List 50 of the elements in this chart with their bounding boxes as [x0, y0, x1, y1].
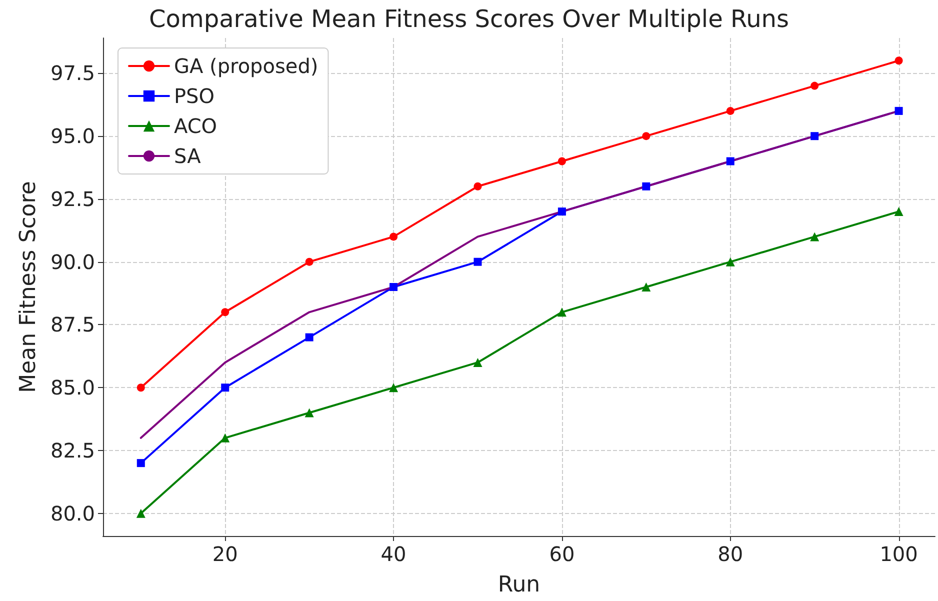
x-tick-label: 100: [880, 542, 918, 566]
y-axis-title: Mean Fitness Score: [16, 181, 42, 393]
point: [558, 208, 566, 216]
point: [473, 358, 482, 367]
point: [136, 384, 145, 392]
x-tick-label: 80: [718, 542, 744, 566]
point: [557, 308, 566, 317]
y-tick-label: 90.0: [50, 250, 95, 274]
y-tick-label: 97.5: [50, 61, 95, 86]
legend-label: SA: [174, 144, 202, 168]
point: [642, 182, 650, 190]
point: [304, 408, 314, 418]
y-tick-label: 95.0: [50, 124, 95, 148]
point: [390, 283, 398, 291]
point: [474, 182, 482, 190]
y-tick-label: 92.5: [50, 186, 95, 211]
point: [221, 308, 230, 316]
y-tick-label: 82.5: [50, 438, 95, 462]
legend-label: ACO: [174, 114, 218, 138]
legend-label: GA (proposed): [174, 54, 318, 78]
chart-title: Comparative Mean Fitness Scores Over Multiple Runs: [149, 5, 789, 33]
point: [221, 384, 230, 392]
point: [642, 132, 650, 140]
y-tick-label: 87.5: [50, 312, 95, 337]
point: [136, 508, 146, 518]
point: [810, 132, 819, 140]
x-tick-label: 60: [549, 542, 575, 566]
point: [810, 82, 819, 90]
point: [474, 258, 482, 266]
point: [894, 207, 904, 216]
point: [305, 333, 314, 342]
y-tick-label: 85.0: [50, 376, 95, 400]
point: [558, 157, 566, 166]
point: [726, 257, 735, 266]
point: [305, 258, 314, 266]
point: [726, 157, 734, 166]
x-tick-label: 40: [380, 542, 406, 566]
point: [894, 56, 903, 65]
x-tick-label: 20: [212, 542, 238, 566]
point: [810, 232, 820, 242]
point: [726, 106, 734, 115]
y-tick-label: 80.0: [50, 501, 95, 526]
point: [390, 232, 398, 241]
point: [894, 106, 903, 115]
point: [136, 459, 145, 468]
point: [642, 282, 651, 292]
point: [389, 383, 398, 392]
point: [220, 433, 230, 442]
legend-label: PSO: [174, 84, 214, 108]
x-axis-title: Run: [498, 572, 540, 598]
